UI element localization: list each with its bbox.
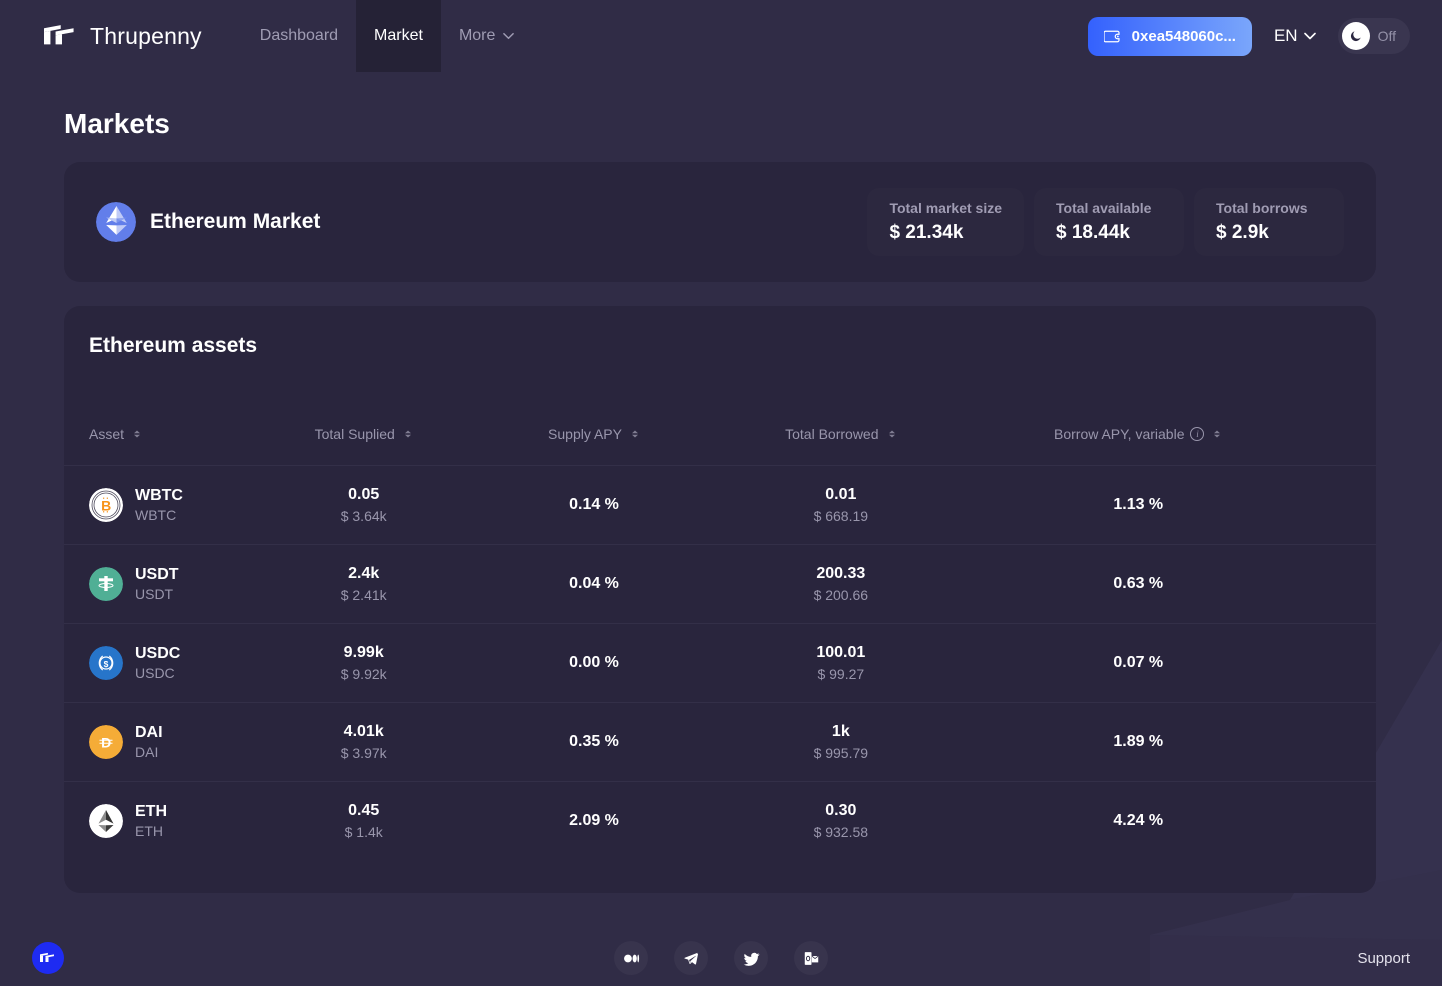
svg-text:$: $ <box>104 659 109 669</box>
svg-text:B: B <box>101 497 111 513</box>
svg-text:D: D <box>101 734 111 750</box>
